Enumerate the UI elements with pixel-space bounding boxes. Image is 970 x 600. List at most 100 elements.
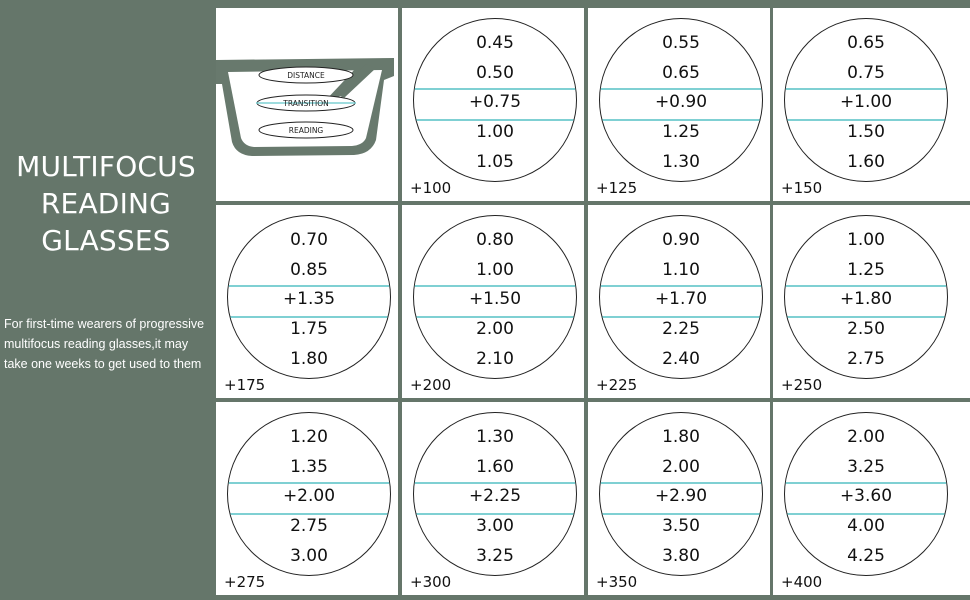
lens-card: 0.55 0.65 +0.90 1.25 1.30 +125 xyxy=(588,8,770,201)
lens-value: 0.85 xyxy=(290,260,328,280)
lens-value: +0.90 xyxy=(654,92,708,112)
title-line: MULTIFOCUS xyxy=(16,150,196,183)
lens-value: 1.60 xyxy=(847,152,885,172)
lens-circle: 2.00 3.25 +3.60 4.00 4.25 xyxy=(784,412,948,576)
glasses-diagram: DISTANCE TRANSITION READING xyxy=(216,8,398,201)
lens-value: 1.35 xyxy=(290,457,328,477)
zone-divider xyxy=(600,285,762,287)
lens-card: 0.70 0.85 +1.35 1.75 1.80 +175 xyxy=(216,205,398,398)
lens-value: 1.75 xyxy=(290,319,328,339)
lens-value: 2.10 xyxy=(476,349,514,369)
lens-circle: 0.55 0.65 +0.90 1.25 1.30 xyxy=(599,18,763,182)
lens-circle: 0.90 1.10 +1.70 2.25 2.40 xyxy=(599,215,763,379)
lens-value: +1.00 xyxy=(839,92,893,112)
lens-value: +3.60 xyxy=(839,486,893,506)
lens-value: 4.00 xyxy=(847,516,885,536)
lens-card: 1.30 1.60 +2.25 3.00 3.25 +300 xyxy=(402,402,584,595)
zone-divider xyxy=(414,316,576,318)
lens-value: 0.50 xyxy=(476,63,514,83)
lens-power-label: +200 xyxy=(410,376,452,394)
zone-divider xyxy=(414,482,576,484)
lens-circle: 1.20 1.35 +2.00 2.75 3.00 xyxy=(227,412,391,576)
lens-value: 3.00 xyxy=(476,516,514,536)
lens-value: +1.80 xyxy=(839,289,893,309)
zone-divider xyxy=(785,285,947,287)
lens-value: 0.80 xyxy=(476,230,514,250)
lens-value: 1.25 xyxy=(847,260,885,280)
lens-value: 1.30 xyxy=(476,427,514,447)
glasses-icon: DISTANCE TRANSITION READING xyxy=(216,58,394,156)
lens-value: +2.25 xyxy=(468,486,522,506)
page-title: MULTIFOCUS READING GLASSES xyxy=(0,148,212,259)
lens-value: 2.25 xyxy=(662,319,700,339)
zone-divider xyxy=(785,88,947,90)
zone-divider xyxy=(600,119,762,121)
zone-divider xyxy=(228,285,390,287)
lens-value: +2.90 xyxy=(654,486,708,506)
lens-power-label: +225 xyxy=(596,376,638,394)
zone-divider xyxy=(228,513,390,515)
lens-circle: 0.45 0.50 +0.75 1.00 1.05 xyxy=(413,18,577,182)
lens-value: 1.60 xyxy=(476,457,514,477)
lens-value: 3.80 xyxy=(662,546,700,566)
lens-circle: 1.00 1.25 +1.80 2.50 2.75 xyxy=(784,215,948,379)
lens-value: 2.00 xyxy=(847,427,885,447)
lens-card: 1.80 2.00 +2.90 3.50 3.80 +350 xyxy=(588,402,770,595)
lens-value: 1.05 xyxy=(476,152,514,172)
lens-circle: 0.65 0.75 +1.00 1.50 1.60 xyxy=(784,18,948,182)
lens-value: 0.45 xyxy=(476,33,514,53)
lens-power-label: +275 xyxy=(224,573,266,591)
lens-value: 4.25 xyxy=(847,546,885,566)
lens-value: 0.70 xyxy=(290,230,328,250)
zone-distance-label: DISTANCE xyxy=(287,71,325,80)
description-text: For first-time wearers of progressive mu… xyxy=(4,317,205,371)
lens-circle: 1.80 2.00 +2.90 3.50 3.80 xyxy=(599,412,763,576)
lens-value: 1.10 xyxy=(662,260,700,280)
lens-value: +1.70 xyxy=(654,289,708,309)
lens-value: 1.00 xyxy=(476,122,514,142)
title-line: GLASSES xyxy=(41,224,171,257)
lens-value: 1.25 xyxy=(662,122,700,142)
lens-card: 2.00 3.25 +3.60 4.00 4.25 +400 xyxy=(773,402,970,595)
lens-value: +1.35 xyxy=(282,289,336,309)
lens-value: 1.80 xyxy=(290,349,328,369)
lens-value: 0.65 xyxy=(662,63,700,83)
lens-card: 0.90 1.10 +1.70 2.25 2.40 +225 xyxy=(588,205,770,398)
lens-value: 1.80 xyxy=(662,427,700,447)
lens-value: 2.40 xyxy=(662,349,700,369)
lens-circle: 1.30 1.60 +2.25 3.00 3.25 xyxy=(413,412,577,576)
zone-divider xyxy=(414,88,576,90)
lens-value: 2.75 xyxy=(290,516,328,536)
lens-card: 1.20 1.35 +2.00 2.75 3.00 +275 xyxy=(216,402,398,595)
lens-card: 0.45 0.50 +0.75 1.00 1.05 +100 xyxy=(402,8,584,201)
lens-value: 1.30 xyxy=(662,152,700,172)
lens-value: 2.00 xyxy=(476,319,514,339)
zone-divider xyxy=(600,316,762,318)
lens-value: 0.90 xyxy=(662,230,700,250)
lens-value: 3.50 xyxy=(662,516,700,536)
lens-value: 1.00 xyxy=(476,260,514,280)
lens-value: 1.20 xyxy=(290,427,328,447)
lens-value: +0.75 xyxy=(468,92,522,112)
lens-power-label: +125 xyxy=(596,179,638,197)
zone-transition-label: TRANSITION xyxy=(282,99,329,108)
lens-value: 2.75 xyxy=(847,349,885,369)
lens-value: 1.50 xyxy=(847,122,885,142)
lens-power-label: +100 xyxy=(410,179,452,197)
lens-card: 1.00 1.25 +1.80 2.50 2.75 +250 xyxy=(773,205,970,398)
lens-value: +2.00 xyxy=(282,486,336,506)
lens-card: 0.80 1.00 +1.50 2.00 2.10 +200 xyxy=(402,205,584,398)
title-line: READING xyxy=(40,187,172,220)
lens-power-label: +400 xyxy=(781,573,823,591)
lens-value: 2.00 xyxy=(662,457,700,477)
lens-value: 0.65 xyxy=(847,33,885,53)
lens-power-label: +250 xyxy=(781,376,823,394)
lens-power-label: +300 xyxy=(410,573,452,591)
zone-divider xyxy=(414,119,576,121)
lens-card: 0.65 0.75 +1.00 1.50 1.60 +150 xyxy=(773,8,970,201)
lens-value: 3.25 xyxy=(847,457,885,477)
lens-value: 3.00 xyxy=(290,546,328,566)
zone-divider xyxy=(600,88,762,90)
lens-value: 0.55 xyxy=(662,33,700,53)
zone-divider xyxy=(414,285,576,287)
